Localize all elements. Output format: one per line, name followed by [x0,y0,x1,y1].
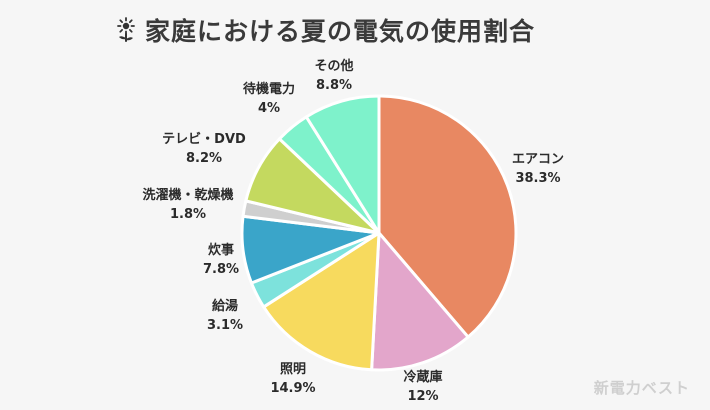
pie-slice-other [304,94,381,235]
slice-label-water-heater: 給湯 [212,298,238,314]
title-row: 家庭における夏の電気の使用割合 [113,12,535,48]
pie-slice-lighting [262,231,381,372]
watermark: 新電力ベスト [593,379,690,397]
slice-value-fridge: 12% [407,389,438,404]
sunflower-icon [117,17,135,42]
chart-title: 家庭における夏の電気の使用割合 [145,17,536,46]
slice-value-water-heater: 3.1% [207,318,243,333]
slice-label-washer-dryer: 洗濯機・乾燥機 [142,187,233,203]
pie-slice-aircon [377,94,518,339]
slice-label-aircon: エアコン [512,152,564,167]
slice-value-aircon: 38.3% [515,171,560,186]
slice-label-standby-power: 待機電力 [242,81,295,97]
slice-label-cooking: 炊事 [208,242,234,258]
slice-label-tv-dvd: テレビ・DVD [162,131,246,147]
slice-value-cooking: 7.8% [203,262,239,277]
slice-value-other: 8.8% [316,78,352,93]
slice-label-lighting: 照明 [280,362,306,377]
slice-label-fridge: 冷蔵庫 [403,369,442,385]
slice-value-standby-power: 4% [258,101,280,116]
pie-slice-fridge [370,231,470,372]
slice-value-washer-dryer: 1.8% [170,207,206,222]
slice-label-other: その他 [314,58,353,74]
slice-value-tv-dvd: 8.2% [186,151,222,166]
slice-value-lighting: 14.9% [270,381,315,396]
